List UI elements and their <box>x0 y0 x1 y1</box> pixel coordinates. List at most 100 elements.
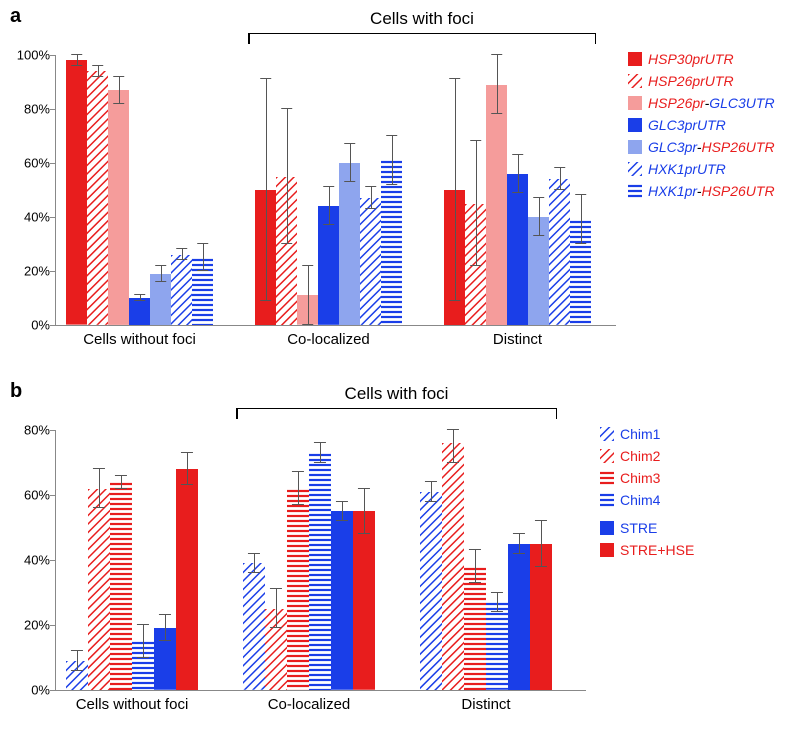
bar <box>549 179 570 325</box>
xtick-label: Co-localized <box>287 331 370 348</box>
bar <box>508 544 530 690</box>
bar <box>287 489 309 691</box>
legend-label: HSP26pr-GLC3UTR <box>648 95 775 111</box>
ytick-label: 40% <box>8 553 50 568</box>
bar <box>331 511 353 690</box>
xtick-label: Distinct <box>461 696 510 713</box>
legend-swatch <box>600 427 614 441</box>
legend-swatch <box>628 162 642 176</box>
legend-swatch <box>628 96 642 110</box>
legend-row: HSP30prUTR <box>628 50 775 68</box>
bar <box>154 628 176 690</box>
legend-label: GLC3prUTR <box>648 117 726 133</box>
bar <box>108 90 129 325</box>
bar <box>486 602 508 690</box>
ytick-label: 20% <box>8 264 50 279</box>
bar <box>87 71 108 325</box>
legend-label: HXK1prUTR <box>648 161 726 177</box>
xtick-label: Co-localized <box>268 696 351 713</box>
legend-row: GLC3prUTR <box>628 116 775 134</box>
legend-row: Chim3 <box>600 469 694 487</box>
bar <box>353 511 375 690</box>
bar <box>255 190 276 325</box>
bar <box>381 160 402 325</box>
bar <box>132 641 154 690</box>
ytick-label: 0% <box>8 683 50 698</box>
panel-label: a <box>10 5 21 28</box>
legend-row: Chim4 <box>600 491 694 509</box>
ytick-label: 80% <box>8 423 50 438</box>
bar <box>486 85 507 325</box>
legend-row: STRE <box>600 519 694 537</box>
bar <box>442 443 464 690</box>
bar <box>360 198 381 325</box>
legend-label: Chim2 <box>620 448 660 464</box>
legend-swatch <box>600 493 614 507</box>
ytick-label: 60% <box>8 488 50 503</box>
panel-label: b <box>10 380 22 403</box>
legend: Chim1 Chim2 Chim3 Chim4 STRE STRE+HSE <box>600 425 694 563</box>
legend-swatch <box>600 449 614 463</box>
legend-row: HXK1pr-HSP26UTR <box>628 182 775 200</box>
legend-row: Chim1 <box>600 425 694 443</box>
bar <box>444 190 465 325</box>
bar <box>318 206 339 325</box>
bracket-label: Cells with foci <box>345 384 449 404</box>
ytick-label: 20% <box>8 618 50 633</box>
legend-row: STRE+HSE <box>600 541 694 559</box>
bar <box>507 174 528 325</box>
bar <box>265 609 287 690</box>
bar <box>465 204 486 326</box>
legend-swatch <box>628 74 642 88</box>
bar <box>150 274 171 325</box>
legend-label: Chim1 <box>620 426 660 442</box>
xtick-label: Distinct <box>493 331 542 348</box>
bar <box>243 563 265 690</box>
bar <box>570 220 591 325</box>
bracket <box>236 408 557 409</box>
ytick-label: 40% <box>8 210 50 225</box>
xtick-label: Cells without foci <box>76 696 189 713</box>
legend-swatch <box>628 140 642 154</box>
bar <box>528 217 549 325</box>
bar <box>66 60 87 325</box>
legend-label: HXK1pr-HSP26UTR <box>648 183 775 199</box>
ytick-label: 0% <box>8 318 50 333</box>
ytick-label: 80% <box>8 102 50 117</box>
legend-swatch <box>628 52 642 66</box>
legend-label: STRE+HSE <box>620 542 694 558</box>
bar <box>530 544 552 690</box>
legend-label: GLC3pr-HSP26UTR <box>648 139 775 155</box>
bar <box>110 482 132 690</box>
bar <box>420 492 442 690</box>
bar <box>176 469 198 690</box>
legend-label: Chim4 <box>620 492 660 508</box>
bar <box>129 298 150 325</box>
ytick-label: 100% <box>8 48 50 63</box>
panel-b: b0%20%40%60%80%Cells without fociCo-loca… <box>0 370 800 750</box>
figure: a 0% 20% 40% 60% 80% 100% Cells without foci Co-… <box>0 0 800 750</box>
legend-swatch <box>628 184 642 198</box>
legend-label: HSP30prUTR <box>648 51 734 67</box>
bar <box>276 177 297 326</box>
legend-row: HXK1prUTR <box>628 160 775 178</box>
legend-swatch <box>600 543 614 557</box>
panel-a: a0%20%40%60%80%100%Cells without fociCo-… <box>0 0 800 370</box>
xtick-label: Cells without foci <box>83 331 196 348</box>
legend-row: HSP26pr-GLC3UTR <box>628 94 775 112</box>
legend-row: HSP26prUTR <box>628 72 775 90</box>
legend-row: Chim2 <box>600 447 694 465</box>
legend-label: HSP26prUTR <box>648 73 734 89</box>
bar <box>297 295 318 325</box>
legend-swatch <box>600 471 614 485</box>
legend-swatch <box>628 118 642 132</box>
bar <box>464 567 486 691</box>
plot-area: 0%20%40%60%80%Cells without fociCo-local… <box>55 430 586 691</box>
bar <box>309 453 331 690</box>
bar <box>339 163 360 325</box>
bar <box>88 489 110 691</box>
legend-row: GLC3pr-HSP26UTR <box>628 138 775 156</box>
legend-swatch <box>600 521 614 535</box>
bar <box>192 258 213 326</box>
bracket-label: Cells with foci <box>370 9 474 29</box>
